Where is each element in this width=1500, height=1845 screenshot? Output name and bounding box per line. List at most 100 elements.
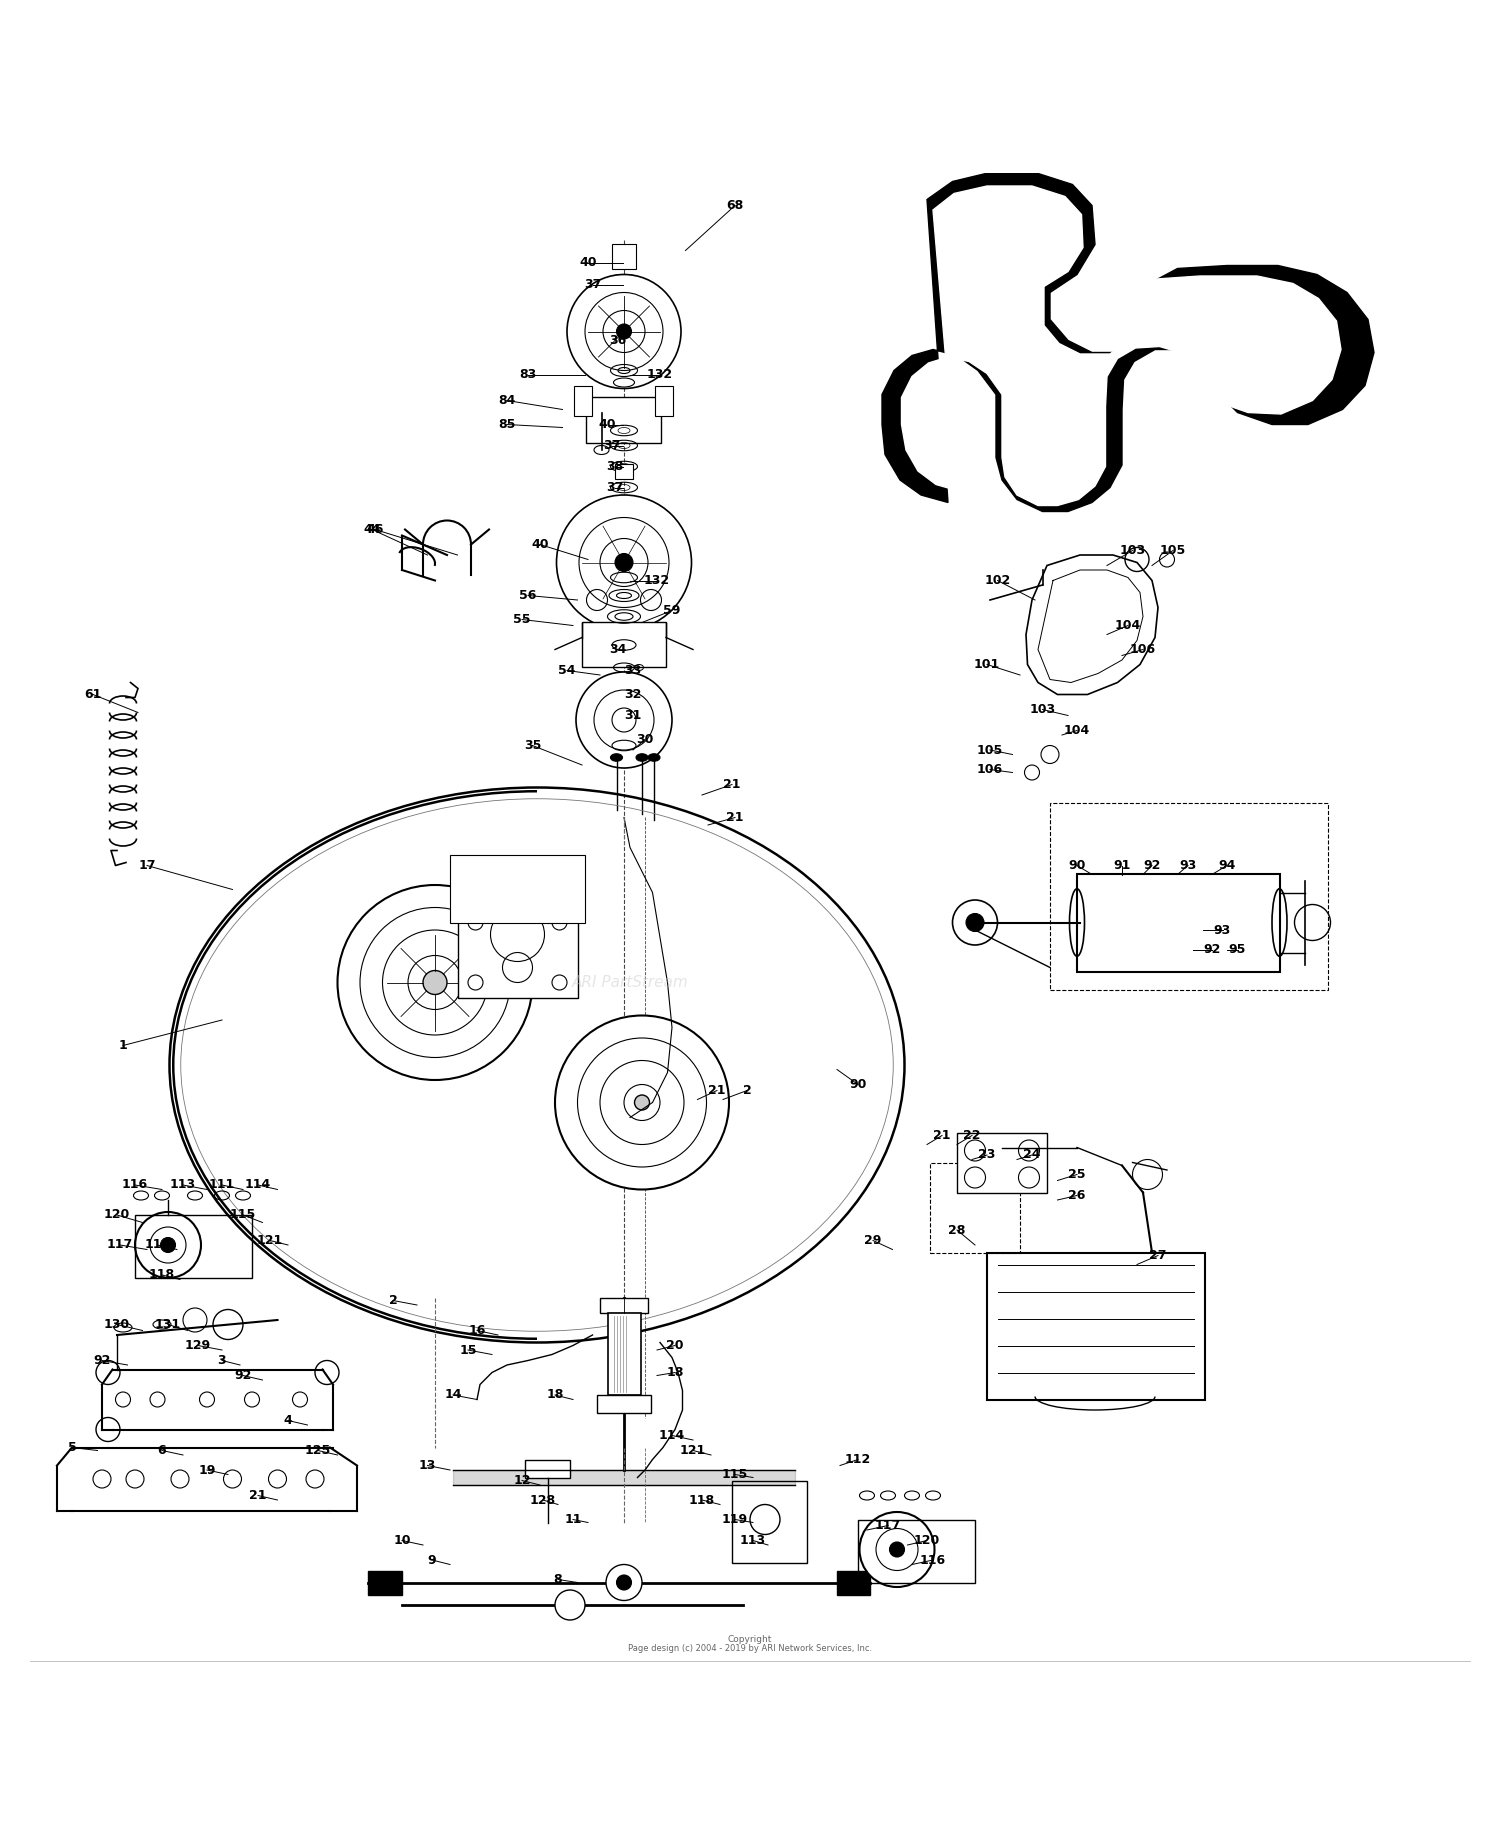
Text: 19: 19: [198, 1463, 216, 1476]
Text: 114: 114: [658, 1430, 686, 1443]
Polygon shape: [902, 186, 1341, 506]
Text: 106: 106: [976, 764, 1004, 777]
Text: Page design (c) 2004 - 2019 by ARI Network Services, Inc.: Page design (c) 2004 - 2019 by ARI Netwo…: [628, 1644, 872, 1653]
Circle shape: [966, 913, 984, 932]
Text: 131: 131: [154, 1317, 182, 1330]
Text: 8: 8: [554, 1574, 562, 1587]
Text: 104: 104: [1114, 620, 1142, 633]
Bar: [858, 1520, 975, 1583]
Bar: [1077, 875, 1280, 972]
Text: 121: 121: [256, 1234, 284, 1247]
Text: 119: 119: [144, 1238, 171, 1251]
Text: 90: 90: [849, 1077, 867, 1090]
Text: 103: 103: [1029, 703, 1056, 716]
Bar: [525, 1459, 570, 1478]
Text: 120: 120: [914, 1533, 940, 1546]
Text: 129: 129: [184, 1339, 211, 1352]
Text: 37: 37: [584, 279, 602, 292]
Text: 101: 101: [974, 659, 1000, 672]
Circle shape: [606, 1565, 642, 1600]
Bar: [987, 1253, 1204, 1400]
Text: 10: 10: [393, 1533, 411, 1546]
Circle shape: [423, 970, 447, 994]
Bar: [608, 1312, 640, 1395]
Text: 125: 125: [304, 1445, 332, 1458]
Text: 29: 29: [864, 1234, 882, 1247]
Text: 13: 13: [419, 1459, 436, 1472]
Text: 113: 113: [170, 1179, 196, 1192]
Text: 4: 4: [284, 1413, 292, 1426]
Text: 59: 59: [663, 603, 681, 616]
Text: 95: 95: [1228, 943, 1246, 956]
Polygon shape: [453, 1470, 795, 1485]
Ellipse shape: [636, 755, 648, 762]
Text: 93: 93: [1179, 860, 1197, 873]
Text: 27: 27: [1149, 1249, 1167, 1262]
Circle shape: [567, 275, 681, 389]
Text: 9: 9: [427, 1553, 436, 1566]
Text: 40: 40: [579, 256, 597, 269]
Text: 118: 118: [148, 1269, 176, 1282]
Circle shape: [634, 1094, 650, 1111]
Bar: [957, 1133, 1047, 1192]
Text: 1: 1: [118, 1039, 128, 1052]
Text: 105: 105: [1160, 544, 1186, 557]
Text: 15: 15: [459, 1343, 477, 1356]
Text: 112: 112: [844, 1454, 871, 1467]
Text: 46: 46: [366, 522, 384, 537]
Text: 92: 92: [93, 1354, 111, 1367]
Text: 12: 12: [513, 1474, 531, 1487]
Polygon shape: [368, 1570, 402, 1594]
Text: 91: 91: [1113, 860, 1131, 873]
Text: 92: 92: [234, 1369, 252, 1382]
Text: 102: 102: [984, 574, 1011, 587]
Circle shape: [576, 672, 672, 768]
Text: Copyright: Copyright: [728, 1635, 772, 1644]
Text: 92: 92: [1203, 943, 1221, 956]
Text: 130: 130: [104, 1317, 130, 1330]
Text: 84: 84: [498, 395, 516, 408]
Circle shape: [160, 1238, 176, 1253]
Text: 37: 37: [603, 439, 621, 452]
Text: 21: 21: [249, 1489, 267, 1502]
Text: 36: 36: [609, 334, 627, 347]
Text: 93: 93: [1214, 924, 1231, 937]
Bar: [1050, 803, 1328, 991]
Text: 54: 54: [558, 664, 576, 677]
Ellipse shape: [610, 755, 622, 762]
Circle shape: [615, 554, 633, 572]
Text: 24: 24: [1023, 1148, 1041, 1162]
Bar: [615, 463, 633, 478]
Text: 103: 103: [1119, 544, 1146, 557]
Bar: [656, 386, 674, 415]
Text: 3: 3: [217, 1354, 226, 1367]
Circle shape: [135, 1212, 201, 1279]
Text: 40: 40: [531, 539, 549, 552]
Text: 35: 35: [524, 740, 542, 753]
Polygon shape: [882, 172, 1374, 511]
Circle shape: [556, 494, 692, 629]
Text: ARI PartStream: ARI PartStream: [572, 974, 688, 991]
Text: 32: 32: [624, 688, 642, 701]
Circle shape: [616, 1576, 632, 1590]
Text: 115: 115: [722, 1469, 748, 1482]
Circle shape: [338, 886, 532, 1079]
Text: 128: 128: [530, 1493, 556, 1507]
Text: 132: 132: [646, 369, 674, 382]
Text: 30: 30: [636, 732, 654, 745]
Text: 111: 111: [209, 1179, 236, 1192]
Text: 92: 92: [1143, 860, 1161, 873]
Bar: [930, 1162, 1020, 1253]
Ellipse shape: [648, 755, 660, 762]
Text: 21: 21: [708, 1085, 726, 1098]
Bar: [612, 245, 636, 269]
Text: 2: 2: [742, 1085, 752, 1098]
Text: 116: 116: [122, 1179, 148, 1192]
Bar: [582, 622, 666, 668]
Text: 121: 121: [680, 1445, 706, 1458]
Text: 114: 114: [244, 1179, 272, 1192]
Text: 11: 11: [564, 1513, 582, 1526]
Bar: [574, 386, 592, 415]
Text: 113: 113: [740, 1533, 766, 1546]
Circle shape: [555, 1590, 585, 1620]
